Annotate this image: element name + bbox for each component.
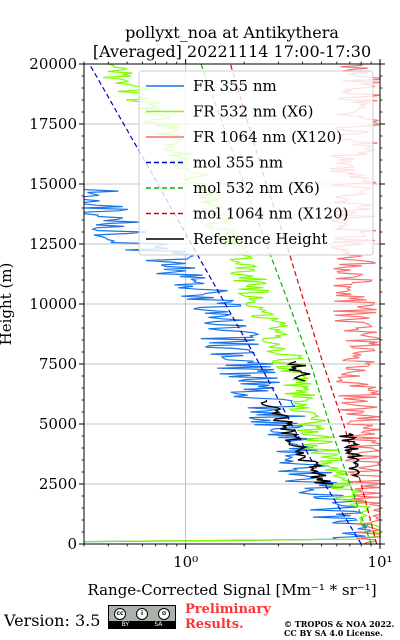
- y-tick-label: 2500: [39, 475, 77, 493]
- series-line-ref-1: [339, 432, 364, 478]
- series-line-mol355: [88, 63, 362, 545]
- legend-label-fr355: FR 355 nm: [193, 77, 277, 95]
- preliminary-notice: Preliminary Results.: [185, 602, 271, 632]
- axes: 0 2500 5000 7500 10000 12500 15000 17500 20000 10…: [29, 55, 392, 571]
- copyright-line-1: © TROPOS & NOA 2022.: [284, 619, 395, 629]
- x-tick-label: 10¹: [367, 553, 392, 571]
- legend-box: [138, 70, 374, 256]
- y-tick-label: 20000: [29, 55, 77, 73]
- chart-title-line-1: pollyxt_noa at Antikythera: [125, 23, 339, 42]
- legend-label-mol355: mol 355 nm: [193, 154, 283, 172]
- x-tick-label: 10⁰: [173, 553, 198, 571]
- y-tick-label: 0: [67, 535, 77, 553]
- chart-svg: pollyxt_noa at Antikythera [Averaged] 20…: [0, 23, 393, 599]
- cc-license-badge[interactable]: cc i ⊘ BY SA: [108, 605, 176, 629]
- x-axis-label: Range-Corrected Signal [Mm⁻¹ * sr⁻¹]: [87, 581, 376, 599]
- cc-sa-label: SA: [154, 621, 163, 628]
- y-tick-label: 5000: [39, 415, 77, 433]
- legend: FR 355 nm FR 532 nm (X6) FR 1064 nm (X120)…: [138, 70, 374, 256]
- legend-label-mol532: mol 532 nm (X6): [193, 179, 320, 197]
- cc-by-label: BY: [121, 621, 130, 628]
- series-line-ref-0: [260, 399, 334, 485]
- y-axis-label: Height (m): [0, 263, 15, 346]
- chart-title-line-2: [Averaged] 20221114 17:00-17:30: [93, 42, 371, 61]
- legend-label-fr532: FR 532 nm (X6): [193, 103, 313, 121]
- preliminary-line-1: Preliminary: [185, 602, 271, 617]
- y-tick-label: 17500: [29, 115, 77, 133]
- y-tick-label: 12500: [29, 235, 77, 253]
- copyright-line-2: CC BY SA 4.0 License.: [284, 628, 383, 638]
- cc-icon: cc: [114, 607, 126, 620]
- preliminary-line-2: Results.: [185, 617, 244, 632]
- legend-label-fr1064: FR 1064 nm (X120): [193, 128, 342, 146]
- version-label: Version: 3.5: [4, 611, 101, 630]
- share-alike-icon: ⊘: [158, 607, 170, 620]
- y-tick-label: 15000: [29, 175, 77, 193]
- legend-label-mol1064: mol 1064 nm (X120): [193, 205, 348, 223]
- attribution-icon: i: [136, 607, 148, 620]
- legend-label-ref: Reference Height: [193, 230, 327, 248]
- series-line-ref-2: [286, 360, 311, 382]
- footer: Version: 3.5 cc i ⊘ BY SA Preliminary Re…: [0, 600, 400, 640]
- y-tick-label: 7500: [39, 355, 77, 373]
- chart-title: pollyxt_noa at Antikythera [Averaged] 20…: [93, 23, 371, 61]
- y-tick-label: 10000: [29, 295, 77, 313]
- copyright-notice: © TROPOS & NOA 2022. CC BY SA 4.0 Licens…: [284, 620, 394, 638]
